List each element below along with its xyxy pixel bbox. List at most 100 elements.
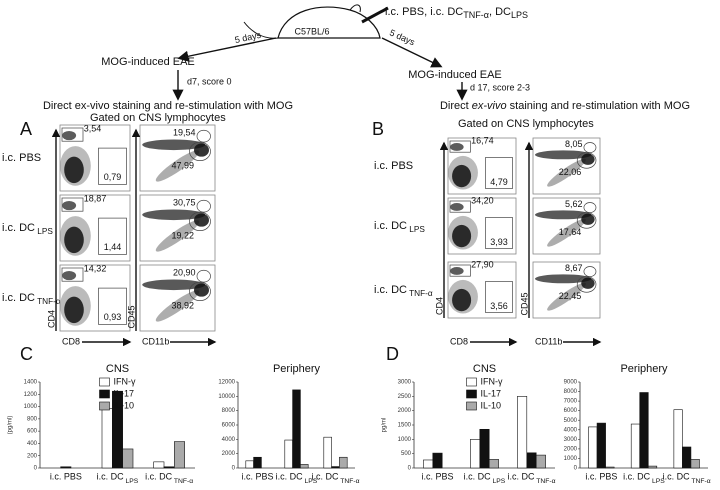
- bar: [647, 465, 658, 469]
- bar: [101, 408, 113, 469]
- bar: [423, 459, 434, 469]
- y-tick-label: 1000: [398, 437, 412, 443]
- y-tick-label: 1400: [24, 380, 38, 386]
- subscript: LPS: [35, 227, 53, 236]
- gate: [485, 217, 513, 249]
- stain-label: Direct ex-vivo staining and re-stimulati…: [43, 100, 293, 112]
- density: [64, 296, 84, 324]
- y-tick-label: 1000: [24, 404, 38, 410]
- bar: [470, 439, 481, 469]
- bar: [284, 439, 293, 469]
- gate-value: 20,90: [173, 267, 196, 277]
- density: [450, 203, 464, 211]
- gate-value: 18,87: [84, 193, 107, 203]
- y-tick-label: 3000: [398, 380, 412, 386]
- density: [535, 150, 592, 160]
- gate-value: 38,92: [171, 300, 194, 310]
- day-label: d7, score 0: [187, 76, 232, 86]
- gate: [98, 217, 127, 255]
- eae-label: MOG-induced EAE: [101, 56, 195, 68]
- day-label: d 17, score 2-3: [470, 82, 530, 92]
- density: [142, 209, 206, 221]
- axis-label: CD11b: [142, 336, 169, 346]
- stain-part: Direct: [440, 100, 472, 112]
- bar: [122, 448, 134, 469]
- y-tick-label: 9000: [564, 380, 578, 386]
- subscript: TNF-α: [407, 289, 433, 298]
- density: [62, 130, 77, 141]
- y-tick-label: 0: [232, 466, 236, 472]
- density: [62, 270, 77, 281]
- bar: [588, 426, 598, 469]
- gate: [61, 267, 84, 282]
- bar: [526, 452, 537, 469]
- bar: [112, 390, 123, 469]
- density: [547, 158, 586, 187]
- gate: [189, 281, 211, 301]
- density: [194, 143, 209, 157]
- bar: [596, 422, 606, 469]
- y-tick-label: 3000: [564, 437, 578, 443]
- bar: [682, 446, 692, 469]
- bar: [163, 466, 175, 469]
- y-tick-label: 1500: [398, 423, 412, 429]
- y-tick-label: 0: [574, 466, 578, 472]
- y-tick-label: 2500: [398, 394, 412, 400]
- legend-swatch: [466, 401, 477, 411]
- bar: [331, 466, 340, 469]
- axis-label: CD8: [62, 336, 80, 346]
- bar: [153, 461, 165, 469]
- mouse-ear: [349, 4, 361, 13]
- bar: [300, 464, 309, 469]
- y-tick-label: 12000: [218, 380, 235, 386]
- gate: [576, 152, 597, 169]
- plot-frame: [139, 194, 216, 262]
- row-label: i.c. DC LPS: [374, 220, 425, 234]
- legend-swatch: [99, 377, 110, 387]
- gate-value: 19,22: [171, 230, 194, 240]
- axis-label: CD4: [46, 310, 56, 328]
- plot-frame: [532, 197, 601, 255]
- legend-swatch: [99, 389, 110, 399]
- treatment-sub: LPS: [511, 10, 528, 20]
- gate: [189, 211, 211, 231]
- legend-swatch: [466, 389, 477, 399]
- bar: [639, 392, 649, 469]
- axis-label: CD11b: [535, 336, 562, 346]
- y-tick-label: 2000: [222, 451, 236, 457]
- subscript: TNF-α: [534, 478, 555, 485]
- legend-label: IL-17: [481, 388, 502, 398]
- density: [64, 156, 84, 184]
- gate-value: 22,45: [559, 291, 582, 301]
- subscript: LPS: [124, 478, 139, 485]
- gate-value: 30,75: [173, 197, 196, 207]
- subscript: LPS: [491, 478, 506, 485]
- gate: [576, 276, 597, 293]
- bar: [323, 436, 332, 469]
- y-tick-label: 1000: [564, 456, 578, 462]
- days-label: 5 days: [234, 30, 263, 45]
- row-label: i.c. DC TNF-α: [2, 292, 61, 306]
- arrow: [381, 37, 443, 68]
- density: [155, 220, 200, 252]
- y-tick-label: 4000: [222, 437, 236, 443]
- density: [452, 164, 472, 188]
- row-label: i.c. PBS: [2, 152, 41, 164]
- x-tick-label: i.c. DC TNF-α: [311, 471, 359, 484]
- gate-value: 3,54: [84, 123, 102, 133]
- x-tick-label: i.c. DC TNF-α: [507, 471, 555, 484]
- gate-value: 8,05: [565, 139, 583, 149]
- x-tick-label: i.c. DC TNF-α: [145, 471, 193, 484]
- subscript: TNF-α: [690, 478, 711, 485]
- gate-value: 19,54: [173, 127, 196, 137]
- bar: [479, 428, 490, 469]
- chart-title: CNS: [106, 363, 129, 375]
- panel-letter: B: [372, 119, 384, 139]
- row-label: i.c. DC TNF-α: [374, 284, 433, 298]
- row-label: i.c. PBS: [374, 160, 413, 172]
- plot-frame: [139, 264, 216, 332]
- gate-value: 3,93: [490, 237, 508, 247]
- bar: [245, 460, 254, 469]
- panel-letter: D: [386, 344, 399, 364]
